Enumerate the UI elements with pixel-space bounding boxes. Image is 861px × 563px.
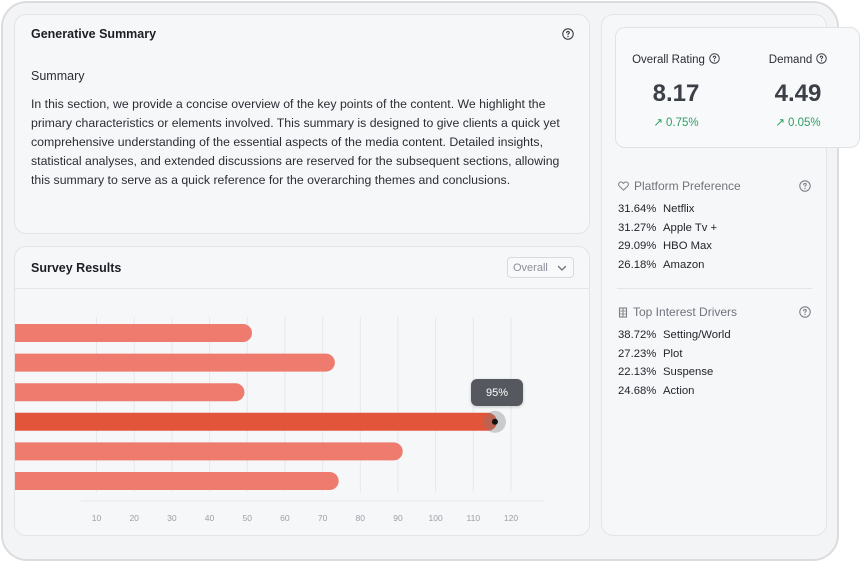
x-tick-label: 30 — [167, 513, 177, 523]
survey-bar-chart: 10 20 30 40 50 60 70 80 90 100 110 120 — [15, 317, 543, 523]
bar — [15, 324, 252, 342]
metrics-card: Overall Rating 8.17 ↗ 0.75% Demand 4.49 ↗… — [615, 27, 860, 148]
x-tick-label: 60 — [280, 513, 290, 523]
x-tick-label: 90 — [393, 513, 403, 523]
item-pct: 24.68% — [618, 384, 657, 397]
survey-results-card: Survey Results Overall 10 20 30 40 50 60 70 80 9… — [14, 246, 590, 536]
metric-change: ↗ 0.05% — [738, 115, 858, 129]
metric-change-value: 0.75% — [666, 117, 699, 129]
x-tick-label: 100 — [429, 513, 443, 523]
item-name: Action — [663, 384, 695, 397]
metric-change: ↗ 0.75% — [616, 115, 736, 129]
generative-summary-card: Generative Summary Summary In this secti… — [14, 14, 590, 234]
item-name: Suspense — [663, 366, 714, 378]
x-tick-label: 50 — [242, 513, 252, 523]
x-tick-label: 110 — [467, 513, 481, 523]
bar-highlighted — [15, 412, 497, 431]
platform-preference-title-text: Platform Preference — [634, 179, 741, 193]
chevron-down-icon — [557, 265, 567, 271]
help-icon[interactable] — [562, 28, 574, 40]
bar — [15, 442, 403, 461]
list-item: 22.13% Suspense — [618, 366, 731, 385]
interest-drivers-title-text: Top Interest Drivers — [633, 305, 738, 319]
survey-filter-value: Overall — [513, 261, 548, 274]
platform-preference-list: 31.64% Netflix 31.27% Apple Tv + 29.09% HBO… — [618, 203, 717, 277]
list-item: 31.27% Apple Tv + — [618, 222, 717, 241]
list-item: 26.18% Amazon — [618, 259, 717, 278]
item-name: Apple Tv + — [663, 221, 718, 234]
item-pct: 31.64% — [618, 203, 657, 215]
help-icon[interactable] — [799, 180, 811, 192]
item-pct: 26.18% — [618, 258, 657, 271]
metric-value: 8.17 — [652, 80, 700, 107]
summary-body: In this section, we provide a concise ov… — [31, 97, 560, 187]
arrow-up-right-icon: ↗ — [653, 117, 664, 129]
item-pct: 38.72% — [618, 329, 657, 341]
metric-label-text: Demand — [768, 54, 813, 66]
item-pct: 29.09% — [618, 240, 657, 252]
building-icon — [618, 306, 628, 318]
interest-drivers-title: Top Interest Drivers — [618, 305, 737, 319]
metric-demand: Demand 4.49 ↗ 0.05% — [738, 28, 858, 147]
item-name: Plot — [663, 347, 683, 360]
item-pct: 31.27% — [618, 221, 657, 234]
bar — [15, 353, 335, 372]
heart-icon — [618, 181, 629, 191]
item-name: Netflix — [663, 203, 695, 215]
summary-heading: Summary — [31, 69, 85, 83]
item-name: HBO Max — [663, 240, 712, 252]
arrow-up-right-icon: ↗ — [775, 117, 786, 129]
survey-divider — [15, 288, 589, 289]
bar — [15, 383, 245, 402]
item-name: Setting/World — [663, 329, 731, 341]
x-tick-label: 80 — [356, 513, 366, 523]
platform-preference-title: Platform Preference — [618, 179, 741, 193]
x-tick-label: 10 — [92, 513, 102, 523]
list-item: 27.23% Plot — [618, 348, 731, 367]
metric-label-text: Overall Rating — [632, 54, 705, 66]
section-divider — [617, 288, 812, 289]
list-item: 29.09% HBO Max — [618, 240, 717, 259]
metric-overall-rating: Overall Rating 8.17 ↗ 0.75% — [616, 28, 736, 147]
survey-results-title: Survey Results — [31, 261, 122, 275]
interest-drivers-list: 38.72% Setting/World 27.23% Plot 22.13% Sus… — [618, 329, 731, 403]
item-pct: 22.13% — [618, 366, 657, 378]
metric-label: Overall Rating — [616, 53, 736, 66]
x-tick-label: 120 — [504, 513, 518, 523]
generative-summary-title: Generative Summary — [31, 27, 157, 41]
help-icon[interactable] — [709, 53, 720, 64]
list-item: 31.64% Netflix — [618, 203, 717, 222]
x-tick-label: 70 — [318, 513, 328, 523]
item-name: Amazon — [663, 258, 705, 271]
help-icon[interactable] — [816, 53, 828, 64]
metric-change-value: 0.05% — [788, 117, 821, 129]
x-tick-label: 20 — [129, 513, 139, 523]
chart-tooltip: 95% — [471, 379, 523, 406]
bar — [15, 472, 339, 490]
x-tick-label: 40 — [205, 513, 215, 523]
metric-value: 4.49 — [774, 80, 822, 107]
list-item: 24.68% Action — [618, 385, 731, 404]
metric-label: Demand — [738, 53, 858, 66]
help-icon[interactable] — [799, 306, 811, 318]
bar-hover-point — [491, 418, 498, 425]
survey-filter-dropdown[interactable]: Overall — [507, 257, 574, 278]
item-pct: 27.23% — [618, 347, 657, 360]
list-item: 38.72% Setting/World — [618, 329, 731, 348]
